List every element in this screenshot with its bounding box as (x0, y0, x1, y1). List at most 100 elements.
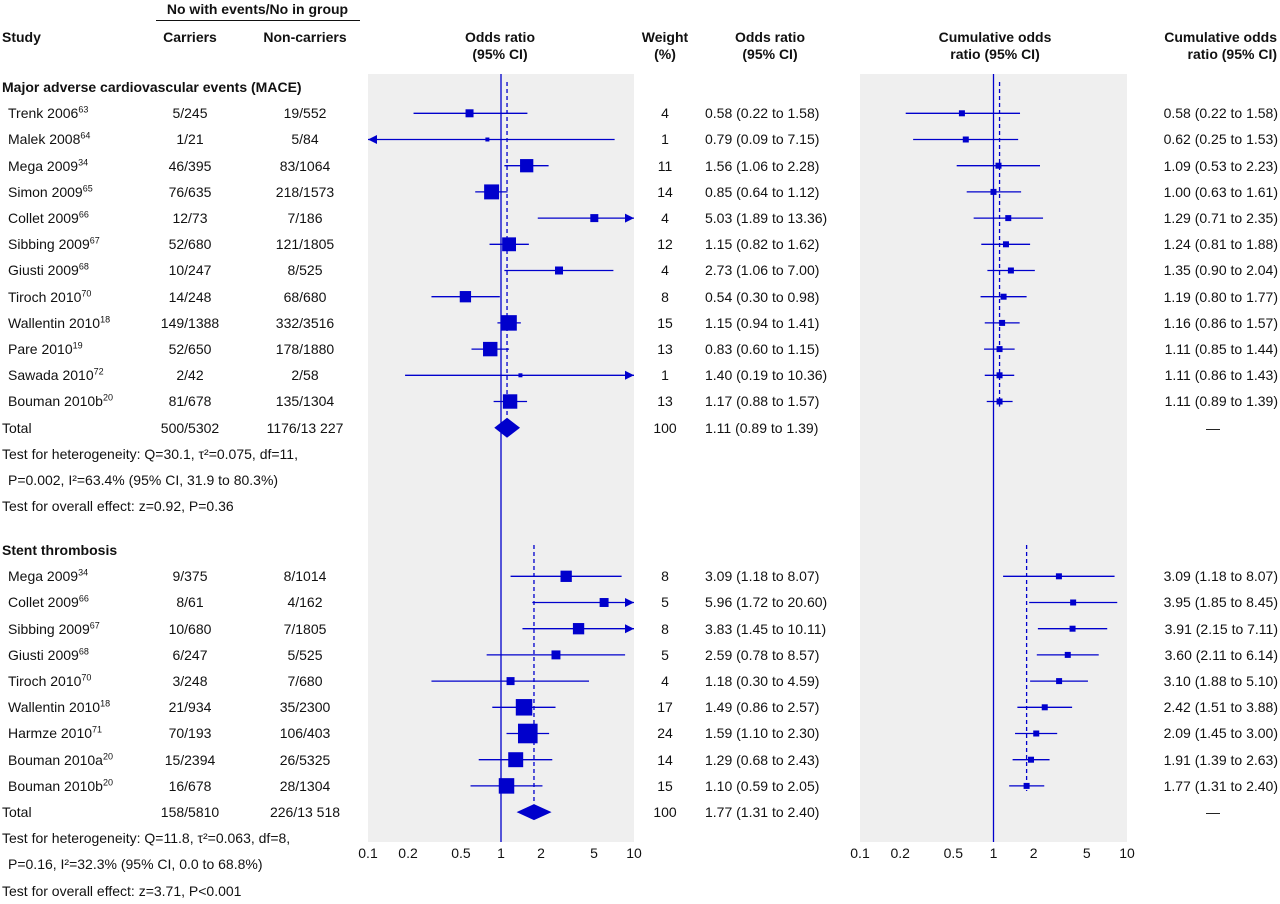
or-text: 5.96 (1.72 to 20.60) (705, 594, 828, 611)
total-noncarriers: 1176/13 227 (266, 419, 344, 436)
study-marker (560, 570, 572, 582)
total-cumulative-text: — (1206, 419, 1220, 436)
study-arrow-right (625, 213, 634, 223)
study-marker (572, 623, 585, 635)
carriers-count: 3/248 (172, 673, 208, 689)
carriers-count: 15/2394 (164, 751, 216, 768)
header-noncarriers: Non-carriers (263, 29, 347, 45)
x-tick-label: 1 (497, 845, 505, 861)
overall-effect-test: Test for overall effect: z=0.92, P=0.36 (2, 498, 234, 515)
study-label: Tiroch 2010 (8, 673, 82, 689)
weight-value: 15 (657, 777, 673, 794)
study-marker (501, 315, 517, 331)
carriers-count: 70/193 (168, 725, 212, 742)
noncarriers-count: 83/1064 (279, 157, 331, 174)
heterogeneity-test: Test for heterogeneity: Q=11.8, τ²=0.063… (2, 830, 291, 847)
study-marker (555, 266, 564, 275)
noncarriers-count: 4/162 (287, 594, 323, 611)
study-marker (590, 214, 599, 223)
study-reference: 65 (82, 183, 93, 194)
header-or-text-2: (95% CI) (742, 46, 798, 62)
study-arrow-left (368, 135, 377, 144)
weight-value: 1 (661, 131, 669, 148)
study-label: Sibbing 2009 (8, 620, 90, 637)
cumulative-or-text: 3.95 (1.85 to 8.45) (1163, 594, 1278, 611)
or-text: 1.17 (0.88 to 1.57) (705, 393, 820, 410)
study-marker (485, 137, 490, 142)
study-reference: 71 (92, 724, 103, 735)
cumulative-or-text: 1.11 (0.89 to 1.39) (1164, 393, 1278, 410)
cumulative-x-tick-label: 0.2 (890, 845, 910, 861)
or-text: 1.15 (0.82 to 1.62) (705, 236, 820, 253)
total-weight: 100 (653, 419, 677, 436)
header-cum-plot-2: ratio (95% CI) (950, 46, 1040, 62)
carriers-count: 76/635 (168, 183, 212, 200)
or-text: 1.15 (0.94 to 1.41) (705, 314, 820, 331)
or-text: 1.59 (1.10 to 2.30) (705, 725, 820, 742)
cumulative-or-text: 1.19 (0.80 to 1.77) (1163, 288, 1278, 305)
study-marker (515, 699, 533, 716)
weight-value: 15 (657, 314, 673, 331)
cumulative-x-tick-label: 1 (990, 845, 998, 861)
total-carriers: 158/5810 (160, 804, 220, 820)
cumulative-or-text: 1.09 (0.53 to 2.23) (1163, 157, 1278, 174)
header-carriers: Carriers (163, 29, 217, 45)
or-text: 2.59 (0.78 to 8.57) (705, 646, 820, 663)
study-name: Bouman 2010b20 (8, 773, 113, 799)
study-reference: 63 (78, 104, 89, 115)
carriers-count: 5/245 (172, 105, 208, 122)
carriers-count: 1/21 (176, 131, 204, 148)
noncarriers-count: 7/186 (287, 210, 323, 226)
cumulative-or-text: 1.11 (0.85 to 1.44) (1164, 341, 1278, 357)
weight-value: 5 (661, 646, 669, 663)
weight-value: 8 (661, 620, 669, 637)
header-or-text-1: Odds ratio (734, 29, 805, 45)
study-reference: 19 (72, 340, 83, 351)
cumulative-marker (999, 319, 1006, 326)
cumulative-or-text: 3.91 (2.15 to 7.11) (1164, 620, 1278, 637)
cumulative-x-tick-label: 0.5 (944, 845, 964, 861)
cumulative-marker (996, 372, 1003, 379)
study-reference: 34 (78, 156, 89, 167)
study-label: Giusti 2009 (8, 262, 79, 279)
or-text: 0.58 (0.22 to 1.58) (705, 105, 820, 122)
cumulative-or-text: 1.16 (0.86 to 1.57) (1163, 314, 1278, 331)
study-marker (599, 598, 609, 607)
study-marker (508, 752, 524, 768)
heterogeneity-detail: P=0.002, I²=63.4% (95% CI, 31.9 to 80.3%… (8, 472, 279, 488)
study-label: Simon 2009 (8, 183, 83, 200)
study-label: Pare 2010 (8, 341, 73, 357)
study-reference: 20 (102, 392, 113, 403)
total-cumulative-text: — (1206, 804, 1220, 820)
header-weight-2: (%) (654, 46, 676, 62)
header-cum-text-2: ratio (95% CI) (1187, 46, 1277, 62)
or-text: 1.18 (0.30 to 4.59) (705, 673, 820, 689)
or-text: 3.09 (1.18 to 8.07) (705, 568, 820, 585)
study-name: Sawada 201072 (8, 362, 104, 388)
cumulative-or-text: 1.77 (1.31 to 2.40) (1163, 777, 1278, 794)
weight-value: 14 (657, 183, 673, 200)
cumulative-x-tick-label: 0.1 (850, 845, 870, 861)
cumulative-marker (962, 136, 969, 143)
carriers-count: 10/680 (168, 620, 212, 637)
or-text: 1.29 (0.68 to 2.43) (705, 751, 820, 768)
study-reference: 70 (81, 672, 92, 683)
study-reference: 20 (102, 750, 113, 761)
section-title: Stent thrombosis (2, 542, 118, 558)
x-tick-label: 0.5 (451, 845, 471, 861)
cumulative-or-text: 1.29 (0.71 to 2.35) (1163, 210, 1278, 226)
weight-value: 8 (661, 288, 669, 305)
cumulative-x-tick-label: 2 (1030, 845, 1038, 861)
weight-value: 24 (657, 725, 673, 742)
noncarriers-count: 28/1304 (279, 777, 331, 794)
study-name: Simon 200965 (8, 179, 93, 205)
noncarriers-count: 8/525 (287, 262, 323, 279)
study-name: Harmze 201071 (8, 720, 102, 746)
study-name: Collet 200966 (8, 205, 89, 231)
study-name: Trenk 200663 (8, 100, 88, 126)
study-marker (517, 723, 538, 744)
noncarriers-count: 218/1573 (275, 183, 335, 200)
study-marker (506, 677, 515, 686)
study-name: Giusti 200968 (8, 642, 89, 668)
cumulative-marker (1007, 267, 1014, 274)
